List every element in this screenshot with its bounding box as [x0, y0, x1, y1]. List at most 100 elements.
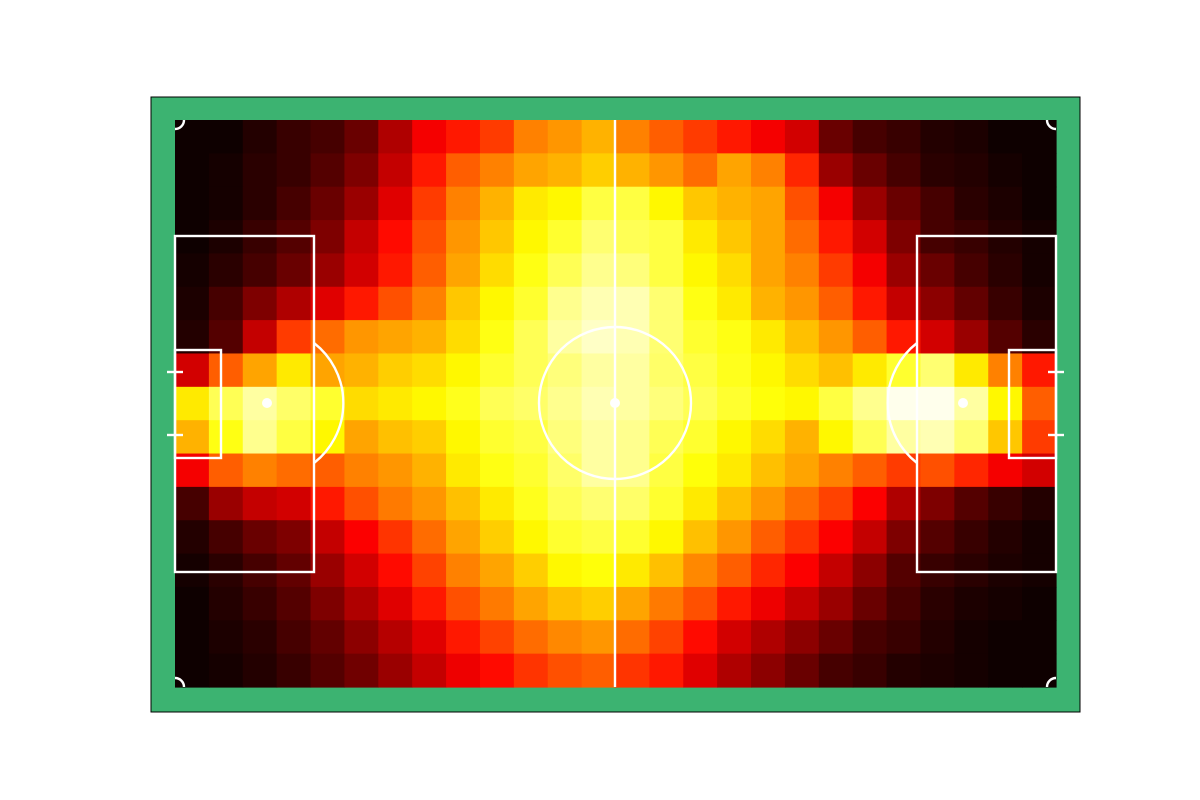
heatmap-cell — [886, 520, 922, 555]
heatmap-cell — [547, 186, 583, 221]
heatmap-cell — [276, 486, 312, 521]
heatmap-cell — [175, 586, 210, 621]
heatmap-cell — [547, 253, 583, 288]
heatmap-cell — [242, 320, 278, 355]
heatmap-cell — [446, 586, 481, 621]
heatmap-cell — [175, 186, 210, 221]
heatmap-cell — [649, 120, 684, 154]
heatmap-cell — [479, 586, 515, 621]
heatmap-cell — [412, 653, 447, 688]
heatmap-cell — [649, 420, 684, 455]
heatmap-cell — [276, 620, 312, 655]
heatmap-cell — [175, 553, 210, 588]
heatmap-cell — [344, 653, 379, 688]
heatmap-cell — [784, 520, 820, 555]
heatmap-cell — [920, 253, 955, 288]
heatmap-cell — [683, 253, 718, 288]
heatmap-cell — [784, 553, 820, 588]
heatmap-cell — [751, 120, 786, 154]
heatmap-cell — [378, 286, 413, 321]
heatmap-cell — [378, 520, 413, 555]
heatmap-cell — [988, 386, 1023, 421]
heatmap-cell — [242, 486, 278, 521]
heatmap-cell — [886, 286, 922, 321]
heatmap-cell — [886, 653, 922, 688]
heatmap-cell — [784, 120, 820, 154]
heatmap-cell — [242, 586, 278, 621]
heatmap-cell — [615, 320, 650, 355]
heatmap-cell — [751, 253, 786, 288]
heatmap-cell — [649, 353, 684, 388]
heatmap-cell — [175, 353, 210, 388]
heatmap-cell — [784, 486, 820, 521]
heatmap-cell — [378, 120, 413, 154]
heatmap-cell — [208, 186, 244, 221]
heatmap-cell — [378, 653, 413, 688]
heatmap-cell — [378, 153, 413, 188]
heatmap-cell — [683, 620, 718, 655]
heatmap-cell — [581, 653, 617, 688]
heatmap-cell — [649, 653, 684, 688]
heatmap-cell — [581, 153, 617, 188]
heatmap-cell — [446, 386, 481, 421]
heatmap-cell — [310, 553, 346, 588]
heatmap-cell — [479, 253, 515, 288]
heatmap-cell — [446, 486, 481, 521]
heatmap-cell — [378, 453, 413, 488]
heatmap-cell — [547, 520, 583, 555]
heatmap-cell — [310, 653, 346, 688]
heatmap-cell — [1022, 486, 1057, 521]
heatmap-cell — [1022, 653, 1057, 688]
heatmap-cell — [988, 520, 1023, 555]
heatmap-cell — [479, 320, 515, 355]
heatmap-cell — [208, 520, 244, 555]
heatmap-cell — [818, 286, 854, 321]
heatmap-cell — [242, 420, 278, 455]
heatmap-cell — [310, 586, 346, 621]
heatmap-cell — [751, 353, 786, 388]
heatmap-cell — [378, 386, 413, 421]
heatmap-cell — [581, 420, 617, 455]
heatmap-cell — [920, 120, 955, 154]
heatmap-cell — [242, 186, 278, 221]
heatmap-cell — [513, 120, 549, 154]
heatmap-cell — [547, 120, 583, 154]
heatmap-cell — [717, 453, 752, 488]
heatmap-cell — [717, 253, 752, 288]
heatmap-cell — [784, 186, 820, 221]
heatmap-cell — [581, 120, 617, 154]
heatmap-cell — [378, 620, 413, 655]
heatmap-cell — [988, 186, 1023, 221]
heatmap-cell — [784, 253, 820, 288]
heatmap-cell — [649, 220, 684, 255]
heatmap-cell — [378, 420, 413, 455]
heatmap-cell — [175, 286, 210, 321]
heatmap-cell — [615, 186, 650, 221]
heatmap-cell — [615, 520, 650, 555]
heatmap-cell — [886, 186, 922, 221]
heatmap-cell — [920, 286, 955, 321]
heatmap-cell — [784, 220, 820, 255]
heatmap-cell — [683, 553, 718, 588]
heatmap-cell — [683, 153, 718, 188]
heatmap-cell — [683, 386, 718, 421]
heatmap-cell — [751, 653, 786, 688]
heatmap-cell — [818, 420, 854, 455]
pitch-markings — [167, 119, 1064, 688]
heatmap-cell — [276, 586, 312, 621]
heatmap-cell — [683, 186, 718, 221]
heatmap-cell — [175, 253, 210, 288]
heatmap-cell — [954, 153, 989, 188]
heatmap-cell — [886, 620, 922, 655]
heatmap-cell — [513, 186, 549, 221]
heatmap-cell — [818, 320, 854, 355]
heatmap-cell — [852, 420, 888, 455]
heatmap-cell — [683, 453, 718, 488]
heatmap-cell — [242, 553, 278, 588]
heatmap-cell — [446, 453, 481, 488]
heatmap-cell — [276, 253, 312, 288]
heatmap-cell — [615, 120, 650, 154]
heatmap-cell — [310, 320, 346, 355]
heatmap-cell — [446, 220, 481, 255]
heatmap-cell — [920, 420, 955, 455]
